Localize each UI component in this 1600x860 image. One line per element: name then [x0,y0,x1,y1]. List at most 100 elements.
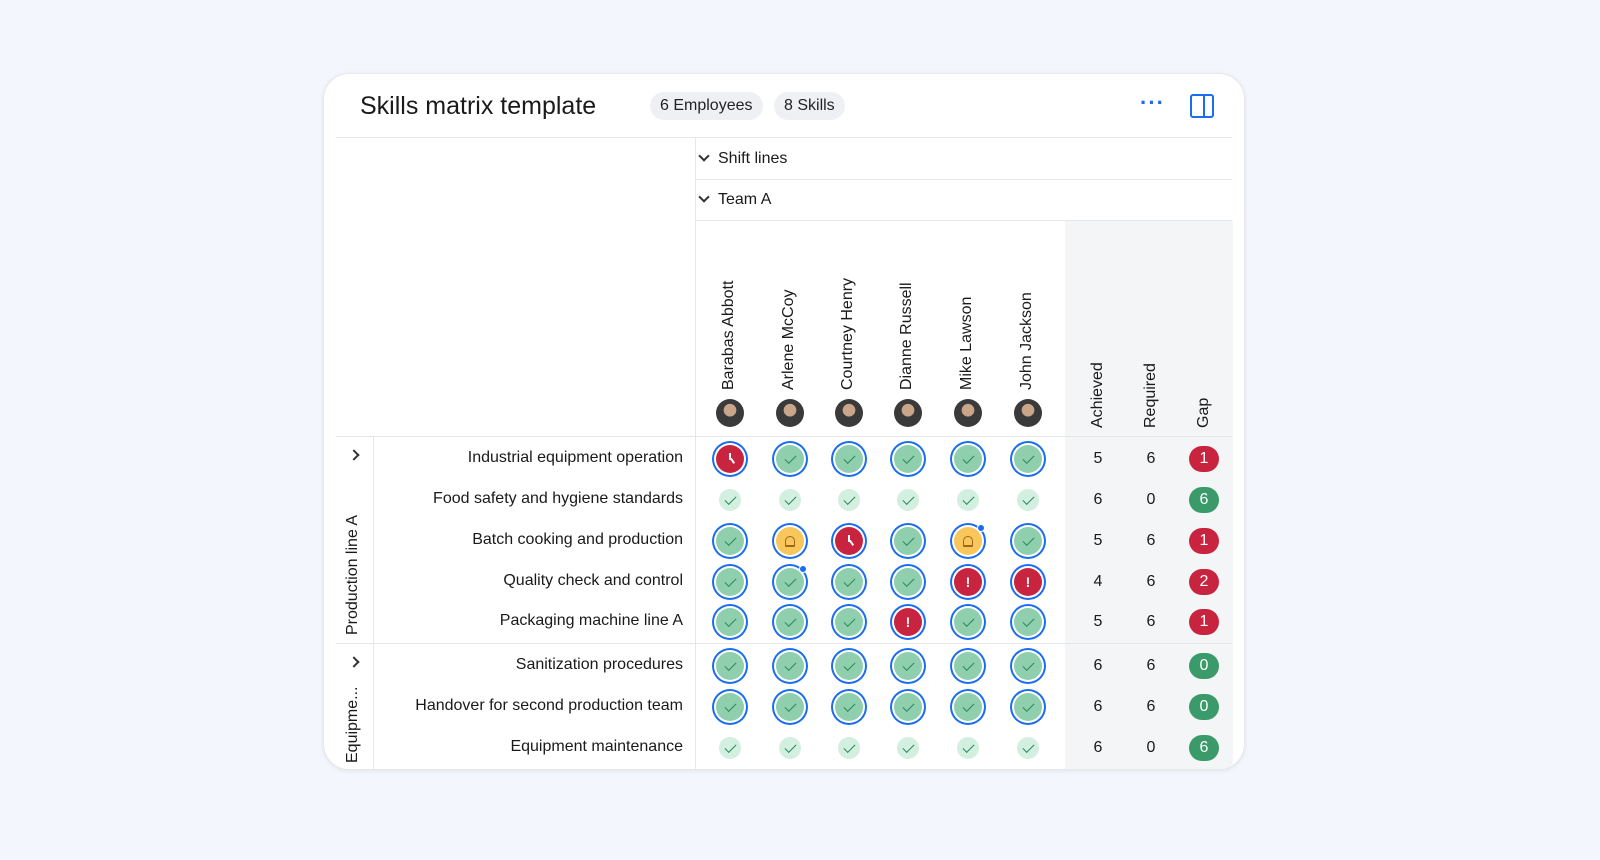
group-team-a[interactable]: Team A [696,191,771,209]
skill-status-alert[interactable]: ! [894,608,922,636]
skill-status-check[interactable] [776,445,804,473]
avatar[interactable] [835,399,863,427]
notification-dot [799,565,807,573]
skill-status-light[interactable] [1017,489,1039,511]
skill-status-light[interactable] [957,737,979,759]
gap-badge: 6 [1189,735,1219,761]
employee-name[interactable]: Mike Lawson [958,296,975,390]
check-icon [783,451,797,464]
alert-icon: ! [905,614,911,630]
gap-badge: 0 [1189,653,1219,679]
check-icon [723,699,737,712]
check-icon [723,492,737,505]
avatar[interactable] [894,399,922,427]
skill-status-check[interactable] [776,608,804,636]
check-icon [901,533,915,546]
gap-badge: 1 [1189,609,1219,635]
chevron-right-icon[interactable] [348,656,360,668]
skill-status-light[interactable] [838,489,860,511]
check-icon [842,492,856,505]
skill-status-alert[interactable]: ! [1014,568,1042,596]
skill-status-check[interactable] [835,652,863,680]
bell-icon [963,535,973,547]
check-icon [783,740,797,753]
skill-status-check[interactable] [716,527,744,555]
check-icon [842,451,856,464]
skill-status-check[interactable] [1014,652,1042,680]
skill-status-check[interactable] [1014,608,1042,636]
check-icon [1021,658,1035,671]
skill-status-check[interactable] [776,693,804,721]
check-icon [1021,740,1035,753]
check-icon [842,699,856,712]
group-shift-lines[interactable]: Shift lines [696,150,787,168]
skill-status-check[interactable] [716,608,744,636]
required-value: 6 [1146,698,1156,715]
skill-status-check[interactable] [1014,445,1042,473]
check-icon [723,658,737,671]
side-panel-icon[interactable] [1190,94,1214,118]
check-icon [842,740,856,753]
avatar[interactable] [1014,399,1042,427]
avatar[interactable] [776,399,804,427]
skill-status-check[interactable] [716,652,744,680]
skill-status-alert[interactable]: ! [954,568,982,596]
skill-status-light[interactable] [779,737,801,759]
check-icon [901,574,915,587]
achieved-value: 4 [1093,573,1103,590]
employee-name[interactable]: Courtney Henry [839,277,856,390]
skill-name: Packaging machine line A [499,612,683,629]
skill-status-check[interactable] [835,445,863,473]
skill-status-light[interactable] [897,489,919,511]
skill-status-check[interactable] [894,693,922,721]
skill-status-light[interactable] [779,489,801,511]
skill-status-check[interactable] [776,652,804,680]
skill-status-light[interactable] [719,737,741,759]
skill-status-check[interactable] [835,568,863,596]
skill-status-check[interactable] [894,568,922,596]
skill-status-check[interactable] [716,568,744,596]
skill-status-light[interactable] [957,489,979,511]
skill-status-check[interactable] [894,652,922,680]
skill-status-light[interactable] [1017,737,1039,759]
avatar[interactable] [954,399,982,427]
chevron-right-icon[interactable] [348,449,360,461]
skill-status-clock[interactable] [835,527,863,555]
skill-status-check[interactable] [776,565,807,596]
skill-status-light[interactable] [838,737,860,759]
employee-name[interactable]: Barabas Abbott [720,280,737,390]
employee-name[interactable]: Dianne Russell [898,282,915,390]
skill-status-check[interactable] [1014,527,1042,555]
skill-status-bell[interactable] [776,527,804,555]
skills-count-badge: 8 Skills [774,92,845,120]
skill-status-check[interactable] [835,608,863,636]
skill-status-light[interactable] [897,737,919,759]
gap-badge: 6 [1189,487,1219,513]
skill-status-check[interactable] [894,445,922,473]
skill-status-check[interactable] [716,693,744,721]
skill-status-check[interactable] [835,693,863,721]
alert-icon: ! [1025,574,1031,590]
skill-status-check[interactable] [954,608,982,636]
skill-status-clock[interactable] [716,445,744,473]
skill-status-check[interactable] [954,652,982,680]
skill-status-check[interactable] [894,527,922,555]
clock-icon [723,452,737,466]
skill-status-check[interactable] [1014,693,1042,721]
skill-status-check[interactable] [954,445,982,473]
check-icon [901,740,915,753]
skill-status-light[interactable] [719,489,741,511]
required-value: 0 [1146,491,1156,508]
skill-status-bell[interactable] [954,524,985,555]
check-icon [961,492,975,505]
skill-name: Sanitization procedures [515,656,683,673]
employee-name[interactable]: Arlene McCoy [780,289,797,390]
check-icon [723,533,737,546]
employee-name[interactable]: John Jackson [1018,292,1035,390]
skill-status-check[interactable] [954,693,982,721]
required-value: 6 [1146,613,1156,630]
avatar[interactable] [716,399,744,427]
more-options-icon[interactable]: ··· [1140,90,1165,115]
check-icon [723,740,737,753]
gap-badge: 0 [1189,694,1219,720]
